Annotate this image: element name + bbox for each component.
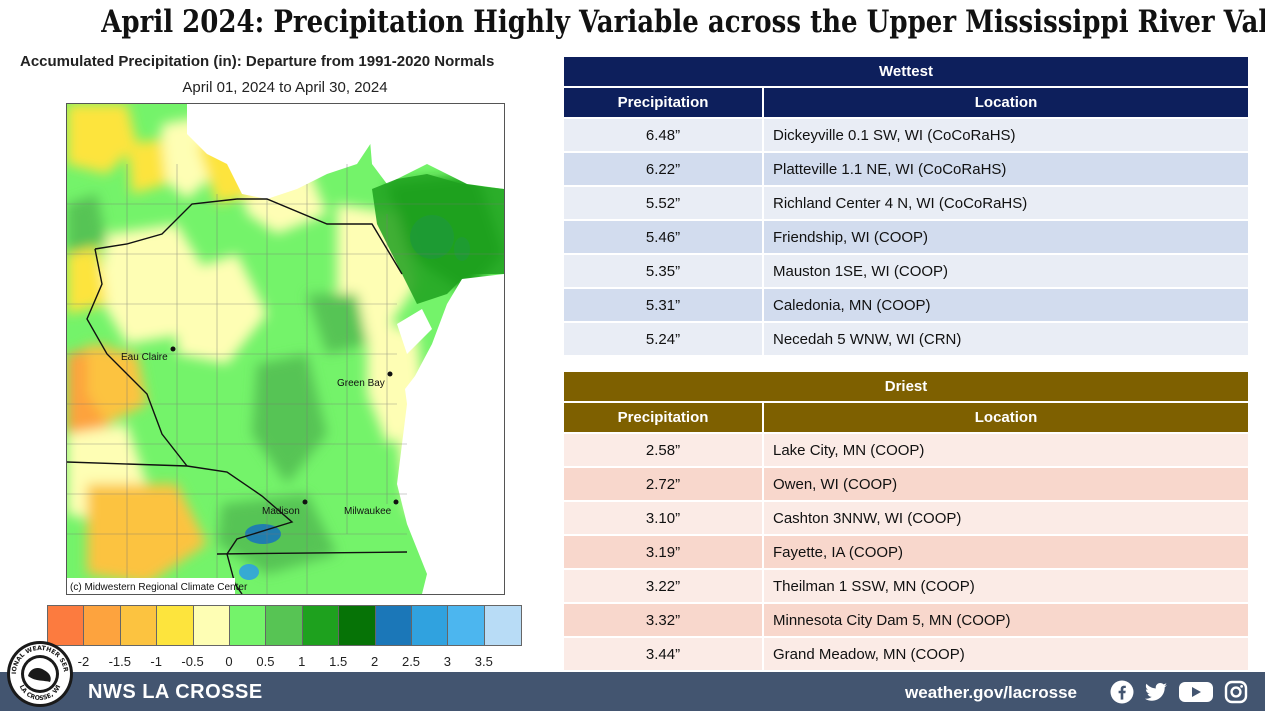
legend-labels: -2 -1.5 -1 -0.5 0 0.5 1 1.5 2 2.5 3 3.5 [0, 654, 560, 672]
table-row: 5.31” Caledonia, MN (COOP) [564, 289, 1248, 321]
city-label-madison: Madison [262, 506, 300, 517]
location-name: Platteville 1.1 NE, WI (CoCoRaHS) [764, 153, 1248, 185]
map-date-range: April 01, 2024 to April 30, 2024 [182, 79, 388, 96]
legend-tick-label: 2 [370, 654, 379, 669]
legend-tick-label: 1.5 [329, 654, 348, 669]
location-name: Fayette, IA (COOP) [764, 536, 1248, 568]
legend-swatch [266, 606, 303, 645]
legend-tick-label: -2 [77, 654, 90, 669]
driest-table-header: Precipitation Location [564, 403, 1248, 432]
page-title: April 2024: Precipitation Highly Variabl… [101, 4, 1265, 40]
precip-value: 6.22” [564, 153, 762, 185]
city-label-eau-claire: Eau Claire [121, 352, 168, 363]
legend-swatch [302, 606, 340, 645]
precip-value: 5.52” [564, 187, 762, 219]
location-name: Minnesota City Dam 5, MN (COOP) [764, 604, 1248, 636]
header-precipitation: Precipitation [564, 403, 762, 432]
legend-color-scale [47, 605, 523, 646]
precip-value: 3.19” [564, 536, 762, 568]
location-name: Cashton 3NNW, WI (COOP) [764, 502, 1248, 534]
map-copyright: (c) Midwestern Regional Climate Center [70, 582, 248, 593]
map-title: Accumulated Precipitation (in): Departur… [20, 53, 495, 70]
legend-swatch [411, 606, 449, 645]
wettest-table-title: Wettest [564, 57, 1248, 86]
legend-swatch [229, 606, 267, 645]
precip-value: 3.44” [564, 638, 762, 670]
precip-value: 5.31” [564, 289, 762, 321]
website-link[interactable]: weather.gov/lacrosse [905, 683, 1077, 702]
instagram-icon[interactable] [1224, 680, 1248, 704]
location-name: Friendship, WI (COOP) [764, 221, 1248, 253]
wettest-table: Wettest Precipitation Location 6.48” Dick… [564, 57, 1248, 355]
table-row: 6.48” Dickeyville 0.1 SW, WI (CoCoRaHS) [564, 119, 1248, 151]
footer-bar: NWS LA CROSSE weather.gov/lacrosse [0, 672, 1265, 711]
table-row: 2.72” Owen, WI (COOP) [564, 468, 1248, 500]
city-label-milwaukee: Milwaukee [344, 506, 392, 517]
location-name: Lake City, MN (COOP) [764, 434, 1248, 466]
location-name: Mauston 1SE, WI (COOP) [764, 255, 1248, 287]
legend-swatch [84, 606, 121, 645]
legend-swatch [193, 606, 230, 645]
header-location: Location [764, 403, 1248, 432]
youtube-icon[interactable] [1178, 680, 1214, 704]
header-location: Location [764, 88, 1248, 117]
precipitation-map: Eau Claire Green Bay Madison Milwaukee (… [66, 103, 505, 595]
legend-tick-label: 0.5 [256, 654, 275, 669]
table-row: 3.22” Theilman 1 SSW, MN (COOP) [564, 570, 1248, 602]
legend-swatch [48, 606, 85, 645]
precip-value: 5.46” [564, 221, 762, 253]
legend-swatch [120, 606, 158, 645]
table-row: 5.52” Richland Center 4 N, WI (CoCoRaHS) [564, 187, 1248, 219]
legend-swatch [448, 606, 485, 645]
precip-value: 5.35” [564, 255, 762, 287]
legend-tick-label: -0.5 [181, 654, 204, 669]
table-row: 5.46” Friendship, WI (COOP) [564, 221, 1248, 253]
table-row: 3.32” Minnesota City Dam 5, MN (COOP) [564, 604, 1248, 636]
table-row: 5.35” Mauston 1SE, WI (COOP) [564, 255, 1248, 287]
table-row: 6.22” Platteville 1.1 NE, WI (CoCoRaHS) [564, 153, 1248, 185]
table-row: 3.19” Fayette, IA (COOP) [564, 536, 1248, 568]
legend-tick-label: -1 [150, 654, 162, 669]
facebook-icon[interactable] [1110, 680, 1134, 704]
legend-tick-label: 3.5 [474, 654, 493, 669]
precip-value: 6.48” [564, 119, 762, 151]
legend-swatch [375, 606, 412, 645]
location-name: Theilman 1 SSW, MN (COOP) [764, 570, 1248, 602]
legend-tick-label: 0 [225, 654, 233, 669]
legend-tick-label: 1 [298, 654, 306, 669]
precip-value: 3.22” [564, 570, 762, 602]
precip-value: 2.72” [564, 468, 762, 500]
driest-table-title: Driest [564, 372, 1248, 401]
driest-table: Driest Precipitation Location 2.58” Lake … [564, 372, 1248, 670]
table-row: 2.58” Lake City, MN (COOP) [564, 434, 1248, 466]
legend-swatch [484, 606, 522, 645]
precip-value: 5.24” [564, 323, 762, 355]
nws-logo: NATIONAL WEATHER SERVICE LA CROSSE, WI [6, 640, 73, 707]
location-name: Necedah 5 WNW, WI (CRN) [764, 323, 1248, 355]
legend-tick-label: 3 [443, 654, 452, 669]
location-name: Dickeyville 0.1 SW, WI (CoCoRaHS) [764, 119, 1248, 151]
office-name: NWS LA CROSSE [88, 681, 263, 703]
location-name: Grand Meadow, MN (COOP) [764, 638, 1248, 670]
location-name: Richland Center 4 N, WI (CoCoRaHS) [764, 187, 1248, 219]
wettest-table-header: Precipitation Location [564, 88, 1248, 117]
table-row: 5.24” Necedah 5 WNW, WI (CRN) [564, 323, 1248, 355]
legend-tick-label: 2.5 [401, 654, 421, 669]
precip-value: 3.10” [564, 502, 762, 534]
table-row: 3.10” Cashton 3NNW, WI (COOP) [564, 502, 1248, 534]
precip-value: 2.58” [564, 434, 762, 466]
legend-swatch [157, 606, 194, 645]
location-name: Caledonia, MN (COOP) [764, 289, 1248, 321]
header-precipitation: Precipitation [564, 88, 762, 117]
legend-swatch [339, 606, 376, 645]
city-label-green-bay: Green Bay [337, 378, 385, 389]
precip-value: 3.32” [564, 604, 762, 636]
location-name: Owen, WI (COOP) [764, 468, 1248, 500]
twitter-icon[interactable] [1142, 680, 1170, 704]
legend-tick-label: -1.5 [108, 654, 131, 669]
table-row: 3.44” Grand Meadow, MN (COOP) [564, 638, 1248, 670]
